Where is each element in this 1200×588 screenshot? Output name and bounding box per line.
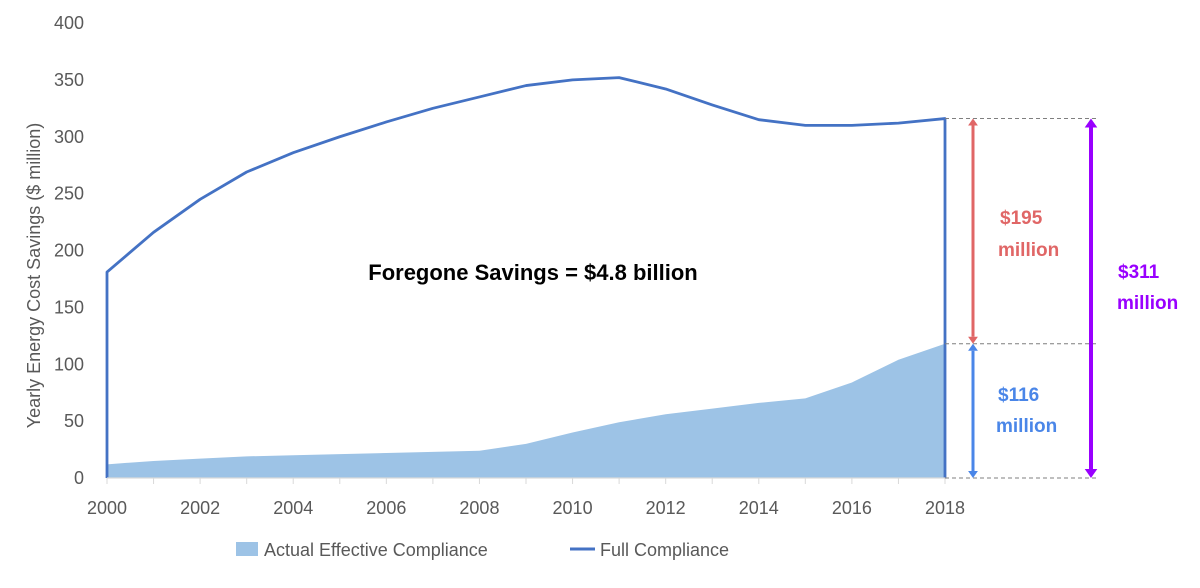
arrow-head-up (1084, 118, 1098, 128)
total-arrow (1084, 118, 1098, 478)
x-tick-label: 2010 (553, 498, 593, 518)
full-compliance-line-layer (105, 76, 947, 478)
full-compliance-line (105, 76, 947, 478)
arrow-head-down (968, 336, 978, 344)
foregone-savings-label: Foregone Savings = $4.8 billion (368, 260, 697, 285)
x-tick-label: 2000 (87, 498, 127, 518)
x-tick-label: 2018 (925, 498, 965, 518)
actual-unit-label: million (996, 416, 1057, 437)
y-axis-ticks: 0 50 100 150 200 250 300 350 400 (54, 13, 84, 488)
total-unit-label: million (1117, 293, 1178, 314)
x-axis-ticks: 2000 2002 2004 2006 2008 2010 2012 2014 2016 2018 (87, 498, 965, 518)
actual-arrow (968, 343, 978, 478)
y-tick-label: 350 (54, 70, 84, 90)
y-axis-label: Yearly Energy Cost Savings ($ million) (24, 123, 44, 428)
x-tick-label: 2008 (459, 498, 499, 518)
x-tick-label: 2006 (366, 498, 406, 518)
y-tick-label: 200 (54, 241, 84, 261)
x-tick-label: 2012 (646, 498, 686, 518)
y-tick-label: 300 (54, 127, 84, 147)
legend-label-full: Full Compliance (600, 540, 729, 560)
y-tick-label: 100 (54, 354, 84, 374)
y-tick-label: 150 (54, 297, 84, 317)
gap-unit-label: million (998, 240, 1059, 261)
legend: Actual Effective Compliance Full Complia… (236, 540, 729, 560)
legend-swatch-actual (236, 542, 258, 556)
y-tick-label: 400 (54, 13, 84, 33)
x-tick-label: 2002 (180, 498, 220, 518)
arrow-head-down (968, 471, 978, 478)
arrow-head-down (1084, 469, 1098, 478)
arrow-head-up (968, 118, 978, 126)
legend-label-actual: Actual Effective Compliance (264, 540, 488, 560)
annotation-layer: $195 million $116 million $311 million (945, 118, 1178, 479)
x-tick-label: 2016 (832, 498, 872, 518)
x-tick-label: 2004 (273, 498, 313, 518)
y-tick-label: 250 (54, 184, 84, 204)
actual-compliance-area-layer (107, 343, 945, 478)
y-tick-label: 0 (74, 468, 84, 488)
x-tick-label: 2014 (739, 498, 779, 518)
total-amount-label: $311 (1118, 262, 1160, 283)
y-tick-label: 50 (64, 411, 84, 431)
x-axis-tick-marks (106, 478, 946, 484)
arrow-head-up (968, 343, 978, 351)
actual-amount-label: $116 (998, 385, 1039, 406)
gap-arrow (968, 118, 978, 344)
actual-compliance-area (107, 343, 945, 478)
gap-amount-label: $195 (1000, 208, 1043, 229)
